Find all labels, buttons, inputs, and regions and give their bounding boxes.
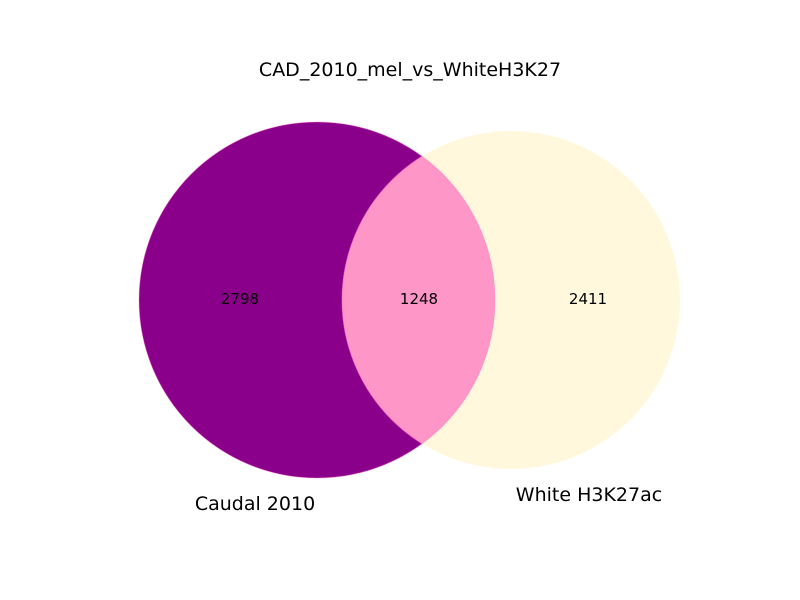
count-caudal-2010-only: 2798 <box>221 290 259 308</box>
count-white-h3k27ac-only: 2411 <box>569 290 607 308</box>
chart-title: CAD_2010_mel_vs_WhiteH3K27 <box>259 59 561 81</box>
set-label-white-h3k27ac: White H3K27ac <box>516 484 662 506</box>
set-label-caudal-2010: Caudal 2010 <box>195 493 315 515</box>
intersection-outline-a <box>138 121 496 479</box>
intersection-region <box>342 131 495 469</box>
count-intersection: 1248 <box>400 290 438 308</box>
intersection-outline <box>341 130 495 470</box>
